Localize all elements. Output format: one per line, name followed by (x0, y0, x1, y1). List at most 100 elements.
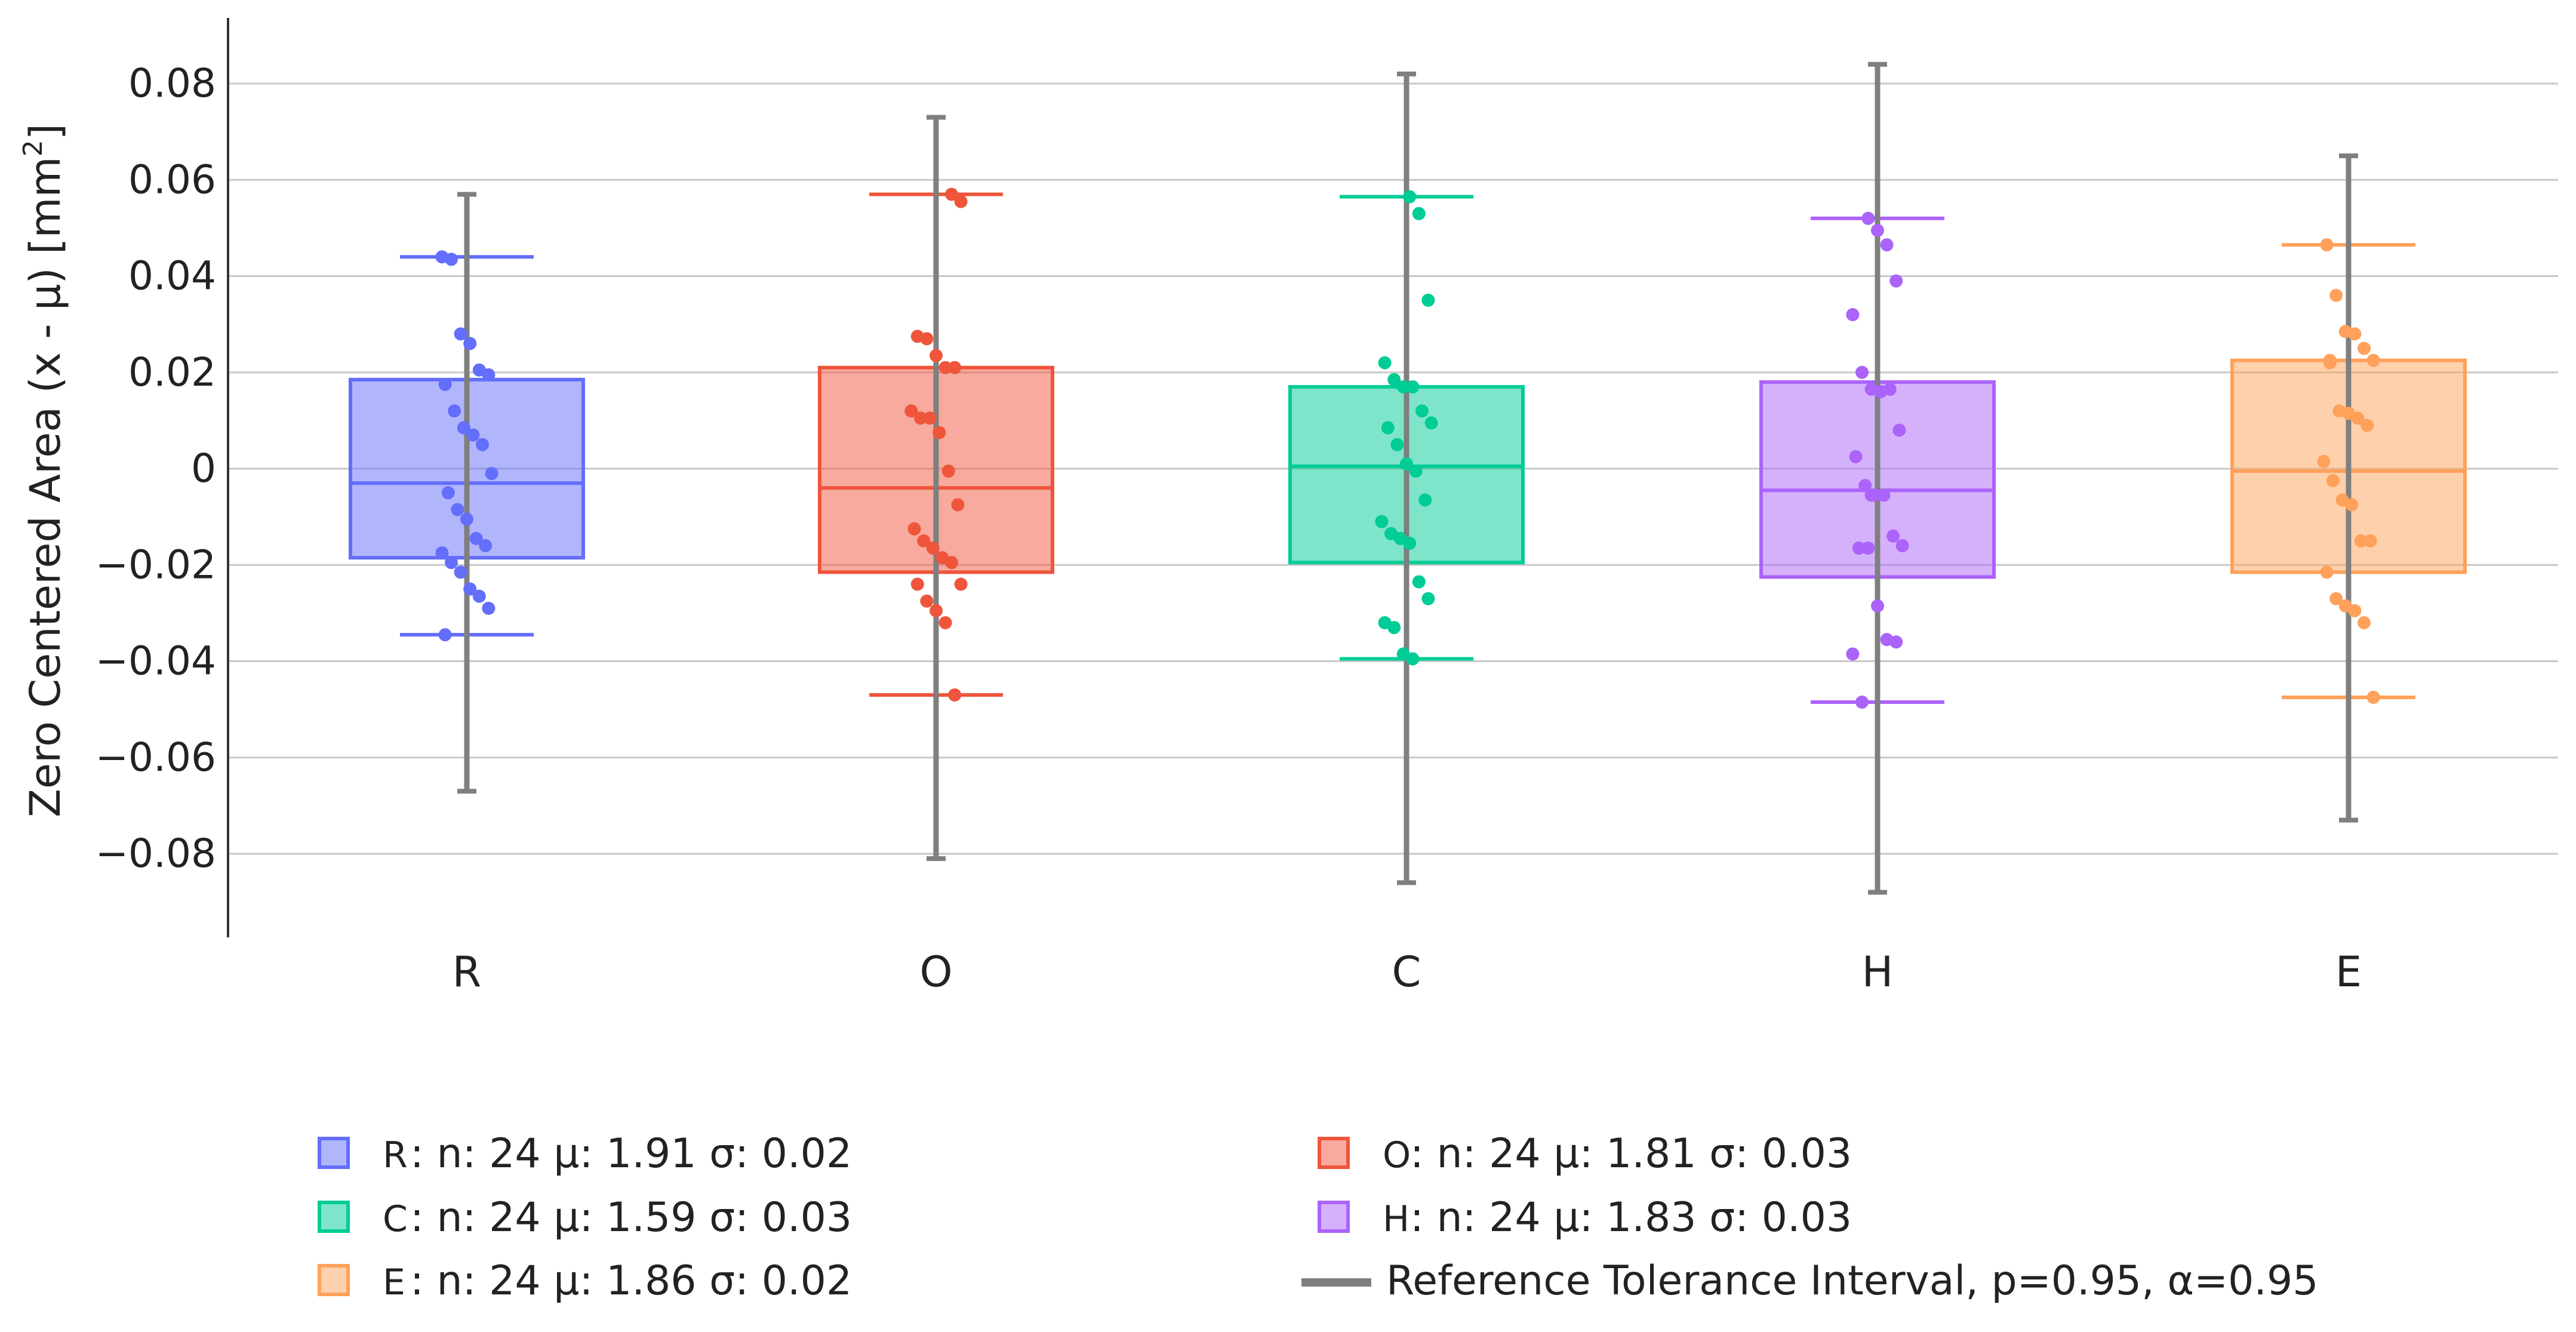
data-point (454, 565, 467, 579)
legend-swatch (318, 1264, 350, 1296)
data-point (938, 361, 952, 374)
data-point (1886, 529, 1900, 543)
data-point (932, 426, 946, 439)
legend-entry-O: O: n: 24 μ: 1.81 σ: 0.03 (1318, 1130, 1852, 1177)
legend-swatch (1318, 1137, 1350, 1169)
data-point (2345, 498, 2359, 512)
data-point (2320, 565, 2334, 579)
legend-entry-H: H: n: 24 μ: 1.83 σ: 0.03 (1318, 1194, 1852, 1241)
data-point (435, 546, 449, 560)
data-point (904, 404, 918, 418)
legend-key: O (1383, 1134, 1411, 1176)
y-tick-label: 0 (191, 445, 216, 491)
data-point (2326, 474, 2340, 488)
legend-key: R (383, 1134, 408, 1176)
data-point (2329, 288, 2343, 302)
data-point (1403, 536, 1417, 550)
data-point (930, 604, 943, 617)
data-point (2329, 592, 2343, 605)
data-point (1406, 652, 1420, 666)
data-point (1381, 421, 1395, 435)
data-point (457, 421, 470, 435)
data-point (945, 556, 958, 570)
data-point (2358, 342, 2371, 355)
data-point (482, 368, 495, 382)
data-point (1415, 404, 1429, 418)
data-point (1387, 621, 1401, 635)
data-point (2358, 616, 2371, 629)
data-point (1871, 599, 1884, 613)
data-point (1424, 416, 1438, 430)
legend-label: : n: 24 μ: 1.81 σ: 0.03 (1410, 1130, 1852, 1177)
legend-key: H (1383, 1198, 1409, 1240)
data-point (1421, 592, 1435, 605)
data-point (1412, 207, 1426, 220)
data-point (907, 522, 921, 536)
x-category-label: O (919, 948, 952, 996)
legend-label: : n: 24 μ: 1.91 σ: 0.02 (410, 1130, 852, 1177)
data-point (2366, 690, 2380, 704)
legend-entry-E: E: n: 24 μ: 1.86 σ: 0.02 (318, 1257, 852, 1305)
data-point (1846, 308, 1860, 321)
y-tick-label: −0.08 (96, 830, 216, 876)
data-point (951, 498, 965, 512)
data-point (1849, 450, 1863, 463)
data-point (445, 253, 458, 266)
data-point (1861, 211, 1875, 225)
y-tick-label: −0.02 (96, 542, 216, 587)
data-point (954, 195, 968, 208)
data-point (1403, 190, 1417, 204)
data-point (910, 577, 924, 591)
data-point (1855, 696, 1869, 709)
data-point (1877, 488, 1891, 502)
data-point (930, 349, 943, 362)
data-point (948, 361, 962, 374)
data-point (938, 616, 952, 629)
legend-key: E (383, 1262, 405, 1303)
legend-entry-R: R: n: 24 μ: 1.91 σ: 0.02 (318, 1130, 852, 1177)
data-point (1387, 373, 1401, 386)
data-point (1895, 539, 1909, 552)
data-point (1396, 380, 1410, 393)
data-point (1889, 274, 1903, 288)
y-tick-label: 0.06 (128, 156, 216, 202)
data-point (469, 531, 483, 545)
legend-key: C (383, 1198, 408, 1240)
legend-label: : n: 24 μ: 1.83 σ: 0.03 (1410, 1194, 1852, 1241)
data-point (2348, 604, 2362, 617)
data-point (2320, 238, 2334, 252)
data-point (463, 582, 477, 596)
y-tick-label: −0.06 (96, 734, 216, 780)
data-point (923, 411, 937, 425)
data-point (2317, 454, 2331, 468)
data-point (941, 464, 955, 478)
data-point (1409, 464, 1423, 478)
box-group-C (1288, 71, 1525, 885)
box-group-O (818, 115, 1054, 862)
data-point (945, 187, 958, 201)
x-category-label: R (453, 948, 482, 996)
data-point (466, 428, 480, 442)
data-point (1864, 488, 1878, 502)
legend-swatch (318, 1137, 350, 1169)
data-point (926, 542, 940, 555)
data-point (445, 556, 458, 570)
data-point (472, 589, 486, 603)
data-point (451, 503, 464, 516)
legend: R: n: 24 μ: 1.91 σ: 0.02 O: n: 24 μ: 1.81… (318, 1130, 2319, 1305)
y-tick-label: 0.04 (128, 253, 216, 299)
y-tick-labels: 0.08 0.06 0.04 0.02 0 −0.02 −0.04 −0.06 −0.08 (96, 60, 216, 876)
data-point (2366, 353, 2380, 367)
data-point (1852, 542, 1866, 555)
data-point (1418, 493, 1432, 507)
data-point (2351, 411, 2365, 425)
data-point (460, 512, 473, 526)
data-point (2360, 419, 2374, 432)
data-point (1880, 238, 1894, 252)
legend-entry-C: C: n: 24 μ: 1.59 σ: 0.03 (318, 1194, 852, 1241)
data-point (2354, 534, 2368, 547)
data-point (482, 601, 495, 615)
data-point (438, 628, 452, 642)
